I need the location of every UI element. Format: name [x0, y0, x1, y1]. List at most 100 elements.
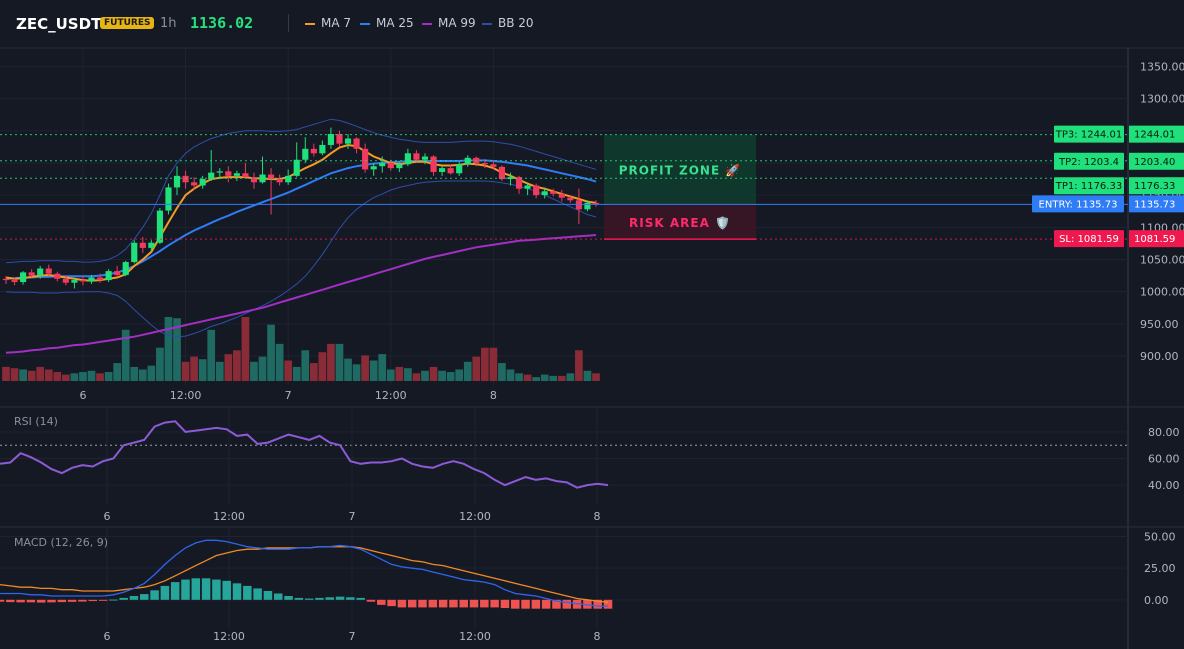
- macd-histogram-bar: [6, 599, 15, 603]
- volume-bar: [352, 364, 361, 381]
- volume-bar: [207, 329, 216, 381]
- volume-bar: [164, 317, 173, 381]
- volume-bar: [557, 375, 566, 381]
- candle-body: [550, 191, 557, 194]
- volume-bar: [386, 369, 395, 381]
- candle-body: [259, 174, 266, 183]
- ma7-line: [5, 143, 597, 282]
- candle-body: [319, 144, 326, 154]
- volume-bar: [250, 361, 258, 381]
- macd-histogram-bar: [480, 599, 489, 608]
- volume-bar: [10, 368, 19, 381]
- macd-histogram-bar: [181, 579, 190, 600]
- macd-histogram-bar: [232, 583, 242, 600]
- macd-time-tick: 12:00: [213, 630, 245, 643]
- legend-ma25[interactable]: MA 25: [360, 16, 414, 30]
- candle-body: [285, 175, 292, 183]
- risk-zone: [604, 204, 756, 240]
- candle-body: [139, 242, 146, 248]
- candle-body: [396, 164, 403, 169]
- volume-bar: [292, 366, 301, 381]
- candle-body: [293, 159, 300, 176]
- macd-histogram-bar: [335, 596, 345, 600]
- macd-histogram-bar: [407, 599, 417, 608]
- macd-histogram-bar: [119, 597, 128, 600]
- symbol-title[interactable]: ZEC_USDT: [16, 15, 102, 33]
- macd-histogram-bar: [140, 594, 149, 600]
- candle-body: [533, 185, 540, 196]
- candle-body: [379, 162, 386, 167]
- level-price-label: 1203.40: [1134, 157, 1175, 168]
- candle-body: [362, 148, 369, 170]
- rsi-tick-label: 40.00: [1148, 479, 1180, 492]
- volume-bar: [412, 373, 421, 381]
- macd-histogram-bar: [356, 597, 365, 600]
- volume-bar: [62, 374, 70, 381]
- macd-histogram-bar: [562, 599, 572, 609]
- profit-zone: [604, 134, 756, 205]
- level-tag-label: ENTRY: 1135.73: [1039, 199, 1118, 210]
- legend-swatch-ma25: [360, 22, 370, 25]
- macd-histogram-bar: [129, 596, 139, 600]
- macd-title: MACD (12, 26, 9): [14, 536, 108, 549]
- chart-header: ZEC_USDT FUTURES 1h 1136.02 MA 7 MA 25 M…: [0, 0, 1184, 48]
- macd-histogram-bar: [222, 580, 231, 600]
- macd-histogram-bar: [284, 596, 293, 600]
- level-price-tag: [1129, 177, 1184, 195]
- bb-upper-line: [5, 118, 597, 264]
- candle-body: [439, 168, 446, 172]
- candle-body: [156, 210, 163, 243]
- candle-body: [191, 182, 198, 186]
- macd-histogram-bar: [160, 585, 170, 600]
- candle-body: [45, 268, 52, 274]
- candle-body: [2, 278, 10, 281]
- risk-zone-label: RISK AREA 🛡️: [629, 216, 731, 230]
- candle-body: [233, 173, 240, 176]
- macd-histogram-bar: [212, 579, 221, 600]
- legend-ma7[interactable]: MA 7: [305, 16, 351, 30]
- candle-body: [182, 175, 189, 183]
- rsi-tick-label: 80.00: [1148, 426, 1180, 439]
- volume-bar: [121, 329, 130, 381]
- volume-bar: [378, 354, 387, 381]
- level-tag: [1054, 152, 1124, 170]
- macd-histogram-bar: [47, 599, 56, 603]
- legend-swatch-ma7: [305, 22, 315, 25]
- volume-bar: [335, 343, 344, 381]
- macd-histogram-bar: [263, 590, 273, 600]
- macd-line: [0, 539, 608, 607]
- volume-bar: [215, 361, 224, 381]
- macd-histogram-bar: [500, 599, 510, 609]
- candle-body: [344, 138, 352, 144]
- macd-histogram-bar: [603, 599, 613, 609]
- volume-bar: [395, 366, 404, 381]
- candle-body: [88, 277, 95, 282]
- volume-bar: [583, 370, 592, 381]
- volume-bar: [515, 373, 523, 381]
- candle-body: [54, 273, 61, 279]
- timeframe-label[interactable]: 1h: [160, 16, 177, 31]
- time-tick-label: 7: [285, 389, 292, 402]
- candle-body: [114, 271, 121, 275]
- candle-body: [276, 179, 283, 183]
- volume-bar: [549, 375, 558, 381]
- volume-bar: [301, 350, 310, 381]
- legend-bb20[interactable]: BB 20: [482, 16, 534, 30]
- candle-body: [567, 197, 574, 201]
- level-price-label: 1244.01: [1134, 130, 1175, 141]
- volume-bar: [344, 358, 352, 381]
- macd-histogram-bar: [510, 599, 520, 609]
- macd-tick-label: 50.00: [1144, 531, 1176, 544]
- level-tag-label: TP3: 1244.01: [1055, 130, 1122, 141]
- rsi-time-tick: 12:00: [459, 510, 491, 523]
- time-tick-label: 8: [490, 389, 497, 402]
- candle-body: [199, 179, 206, 186]
- price-tick-label: 1000.00: [1140, 286, 1184, 299]
- volume-bar: [2, 366, 10, 381]
- level-tag-label: TP1: 1176.33: [1055, 181, 1122, 192]
- candle-body: [37, 268, 44, 276]
- macd-histogram-bar: [469, 599, 479, 608]
- volume-bar: [284, 360, 293, 381]
- legend-ma99[interactable]: MA 99: [422, 16, 476, 30]
